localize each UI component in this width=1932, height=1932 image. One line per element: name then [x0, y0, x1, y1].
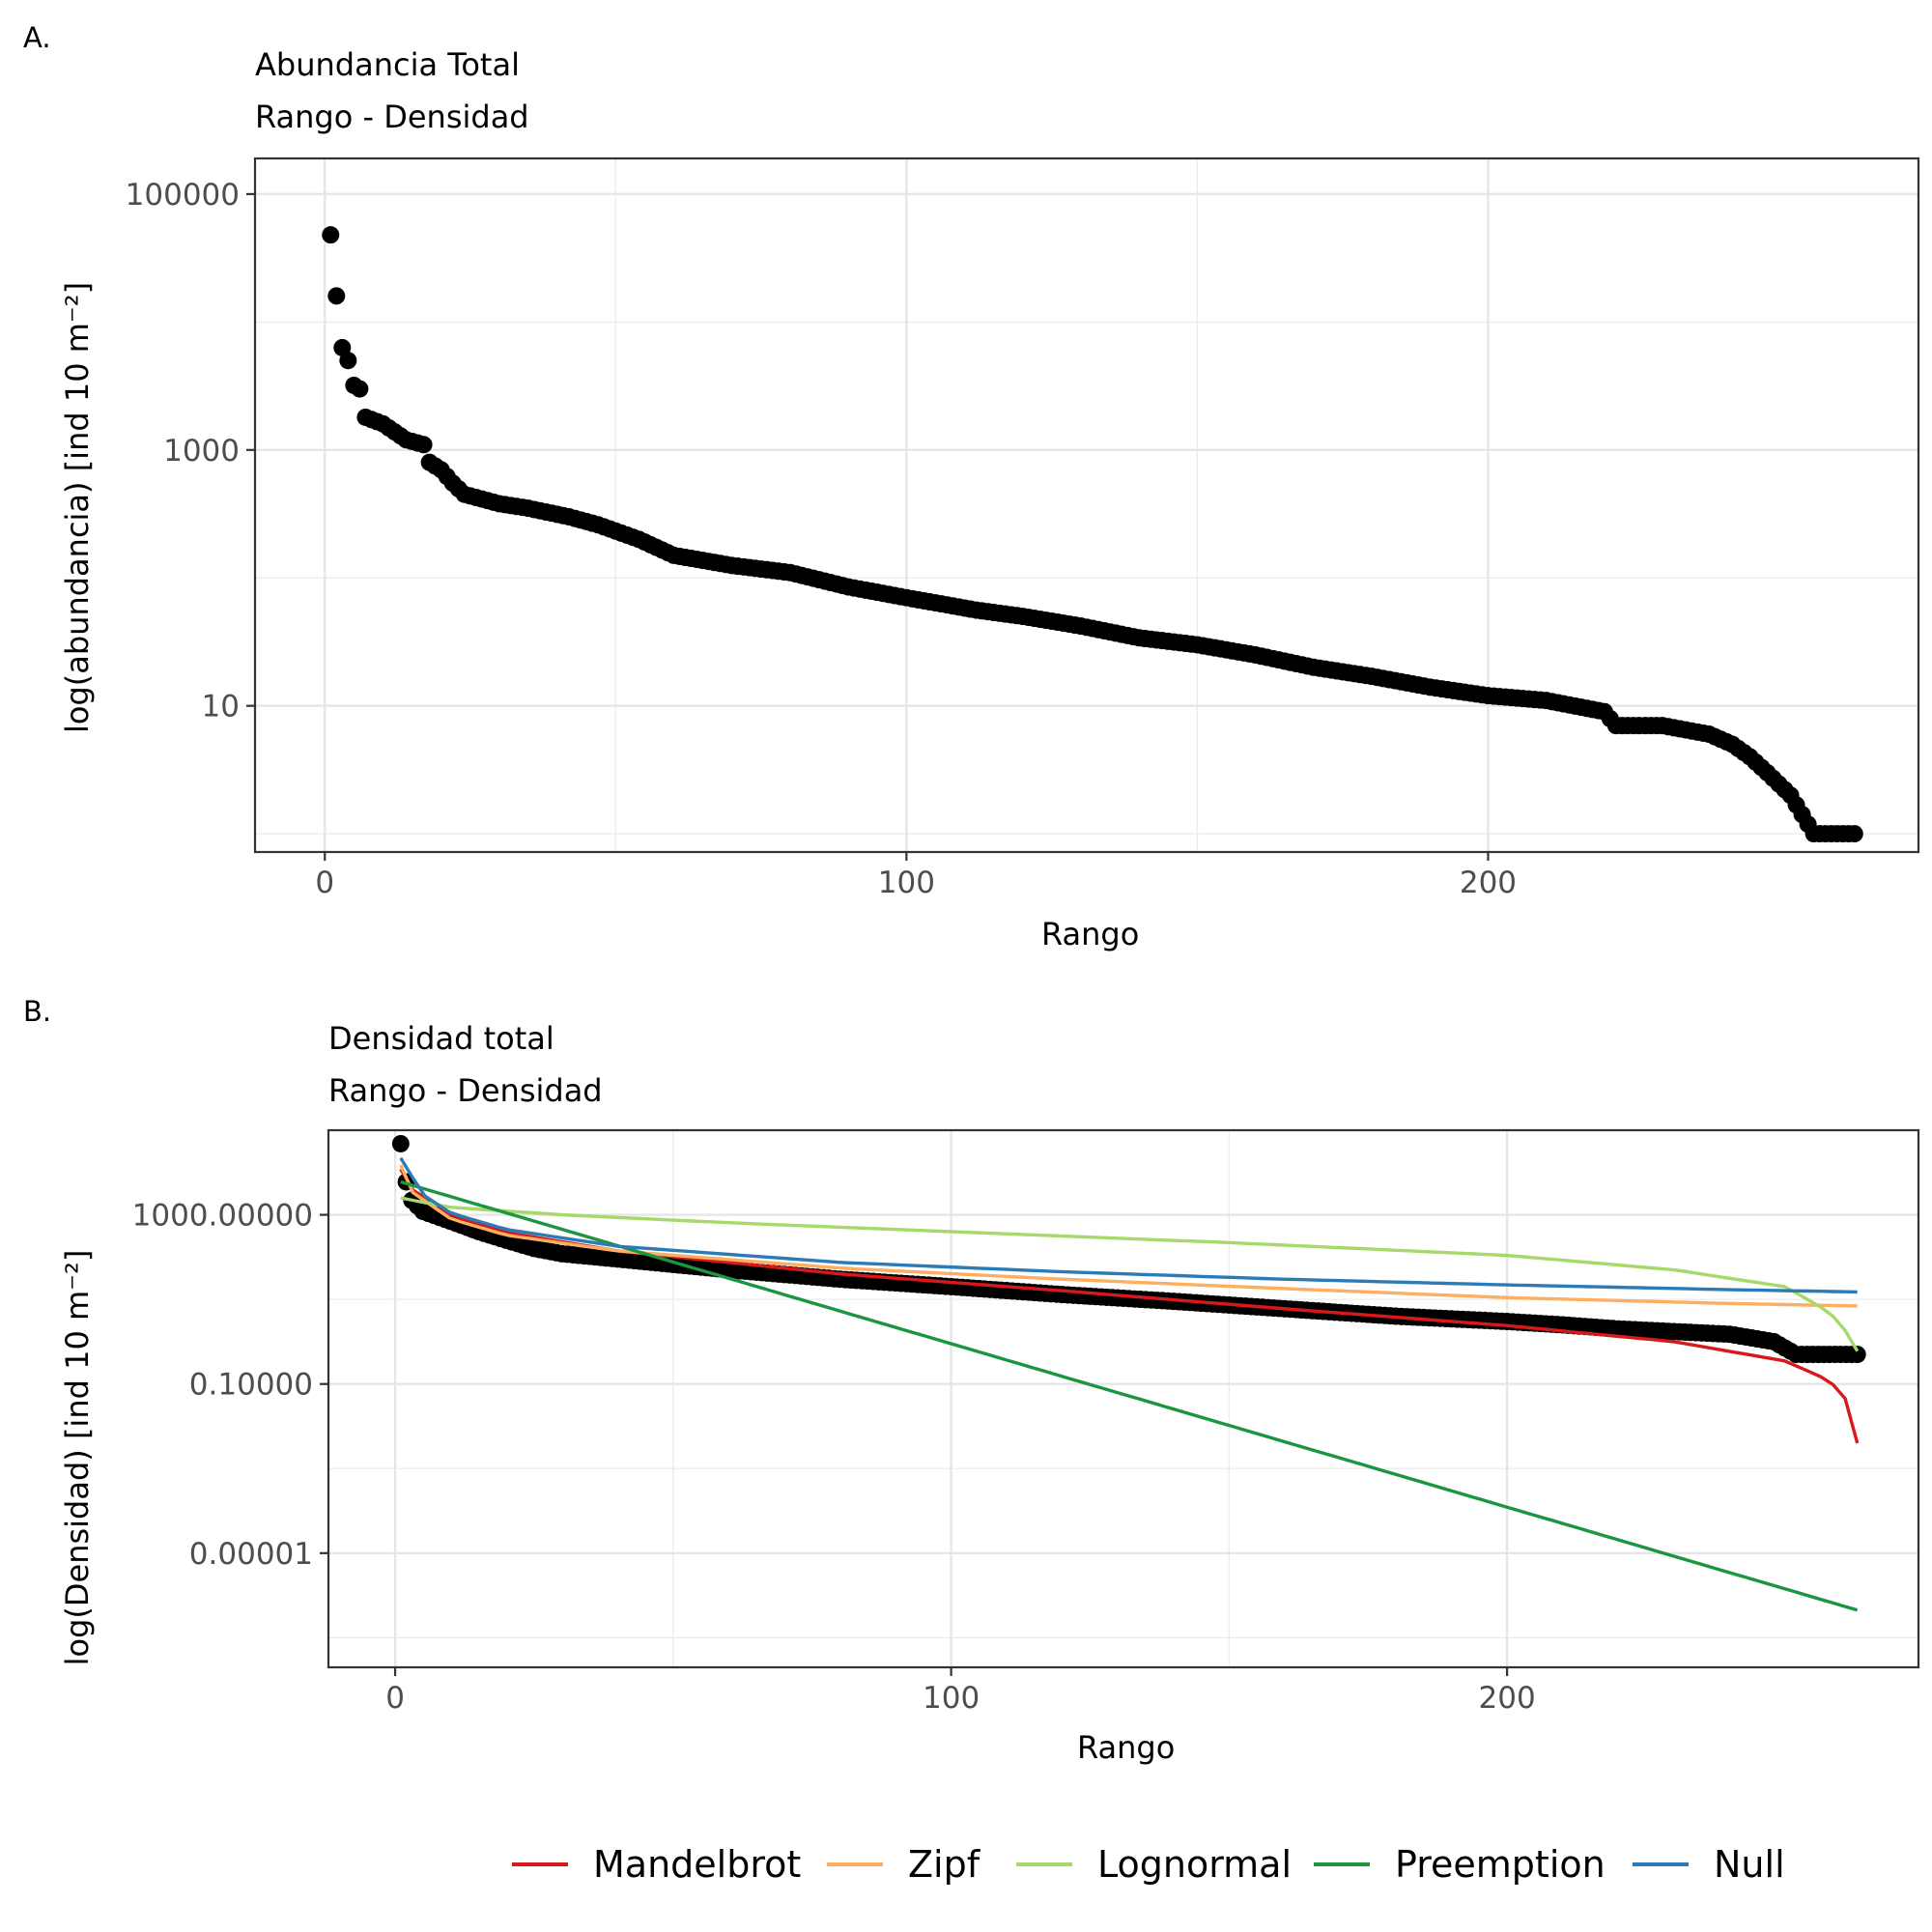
legend-label-lognormal: Lognormal [1097, 1843, 1293, 1886]
legend: Mandelbrot Zipf Lognormal Preemption Nul… [0, 1835, 1932, 1893]
legend-key-lognormal [1016, 1862, 1072, 1866]
chart-a-point [322, 226, 340, 244]
legend-item-null: Null [1633, 1835, 1785, 1893]
chart-a-point [351, 380, 369, 398]
legend-label-zipf: Zipf [908, 1843, 980, 1886]
legend-key-preemption [1314, 1862, 1370, 1866]
legend-key-zipf [827, 1862, 883, 1866]
chart-b-series-lognormal [400, 1196, 1860, 1352]
panel-b-tag: B. [23, 995, 52, 1028]
chart-b-point [391, 1134, 410, 1152]
legend-item-mandelbrot: Mandelbrot [512, 1835, 801, 1893]
legend-key-mandelbrot [512, 1862, 568, 1866]
chart-a-points [322, 226, 1863, 843]
chart-b-series-zipf [399, 1164, 1858, 1308]
chart-b-y-tick-label: 0.10000 [189, 1368, 313, 1403]
chart-b-panel-border [327, 1128, 1920, 1669]
panel-a-xlabel: Rango [1041, 916, 1140, 952]
chart-a-x-tick-label: 200 [1460, 866, 1517, 900]
chart-a-y-tick-label: 1000 [163, 434, 240, 469]
legend-item-lognormal: Lognormal [1016, 1835, 1292, 1893]
chart-a-panel-border [253, 156, 1920, 854]
legend-key-null [1633, 1862, 1689, 1866]
panel-b-subtitle: Rango - Densidad [328, 1072, 603, 1109]
chart-a-x-tick-label: 0 [315, 866, 334, 900]
panel-a-subtitle: Rango - Densidad [255, 99, 529, 135]
chart-b-x-tick-label: 0 [385, 1681, 405, 1716]
chart-a-y-tick-label: 10 [202, 690, 240, 724]
chart-b-y-tick-label: 1000.00000 [132, 1199, 313, 1234]
panel-a-tag: A. [23, 21, 51, 54]
chart-b-x-tick-label: 100 [923, 1681, 980, 1716]
chart-b-series-preemption [400, 1179, 1859, 1612]
chart-b-point [1848, 1346, 1866, 1364]
panel-b-ylabel: log(Densidad) [ind 10 m⁻²] [59, 1249, 96, 1666]
chart-a: 0 100 200 10 1000 100000 [126, 156, 1920, 900]
legend-item-zipf: Zipf [827, 1835, 980, 1893]
chart-b-y-tick-label: 0.00001 [189, 1537, 313, 1572]
legend-label-preemption: Preemption [1395, 1843, 1605, 1886]
chart-b-series-null [399, 1156, 1858, 1294]
legend-label-mandelbrot: Mandelbrot [593, 1843, 802, 1886]
chart-a-point [1845, 825, 1863, 843]
chart-a-y-tick-label: 100000 [126, 178, 240, 213]
chart-a-x-tick-label: 100 [878, 866, 935, 900]
legend-item-preemption: Preemption [1314, 1835, 1605, 1893]
chart-a-point [339, 352, 357, 370]
panel-a-title: Abundancia Total [255, 46, 520, 83]
chart-b-x-tick-label: 200 [1479, 1681, 1536, 1716]
chart-a-point [414, 436, 433, 454]
panel-b-xlabel: Rango [1077, 1729, 1176, 1766]
panel-b-title: Densidad total [328, 1020, 554, 1057]
legend-label-null: Null [1714, 1843, 1785, 1886]
chart-a-point [327, 287, 346, 305]
chart-b: 0 100 200 0.00001 0.10000 1000.00000 [132, 1128, 1920, 1716]
